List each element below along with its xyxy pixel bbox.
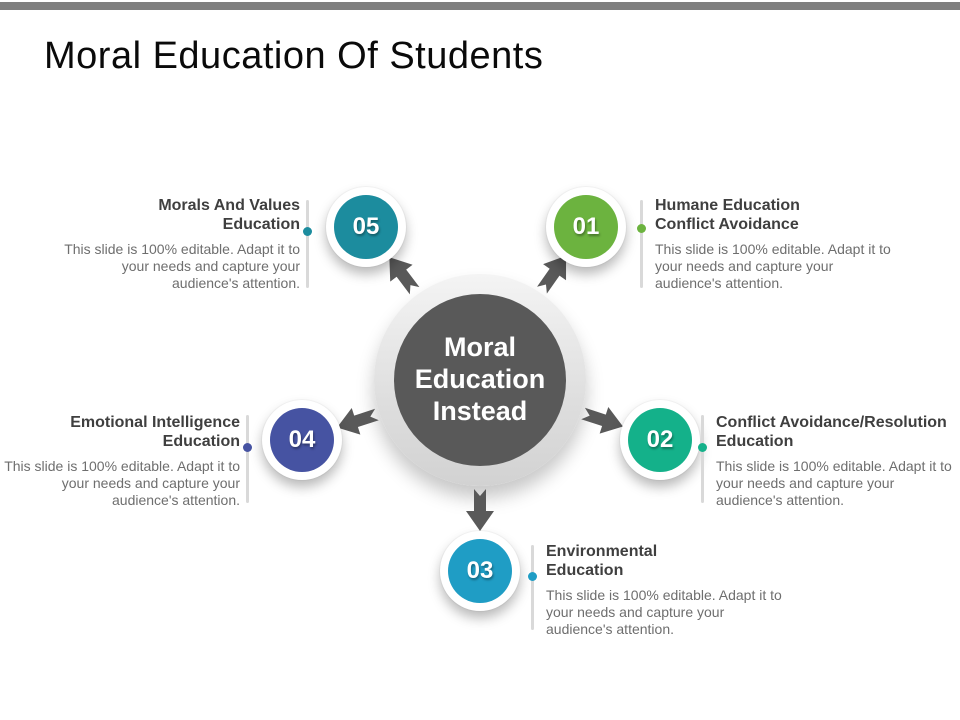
divider-line-03	[531, 545, 534, 630]
item-text-block-03: Environmental Education This slide is 10…	[546, 542, 786, 638]
divider-dot-02	[698, 443, 707, 452]
divider-line-02	[701, 415, 704, 503]
step-circle-02: 02	[620, 400, 700, 480]
divider-dot-04	[243, 443, 252, 452]
divider-line-04	[246, 415, 249, 503]
step-number-01: 01	[554, 195, 618, 259]
item-title-03: Environmental Education	[546, 543, 658, 580]
divider-dot-01	[637, 224, 646, 233]
item-text-block-01: Humane Education Conflict Avoidance This…	[655, 196, 893, 292]
item-title-02: Conflict Avoidance/Resolution Education	[716, 414, 947, 451]
arrow-icon-to-02	[579, 400, 628, 440]
item-description-02: This slide is 100% editable. Adapt it to…	[716, 458, 952, 508]
step-circle-01: 01	[546, 187, 626, 267]
step-number-03: 03	[448, 539, 512, 603]
item-description-01: This slide is 100% editable. Adapt it to…	[655, 241, 891, 291]
center-circle: Moral Education Instead	[374, 274, 586, 486]
step-number-02: 02	[628, 408, 692, 472]
arrow-icon-to-05	[378, 249, 426, 299]
step-number-05: 05	[334, 195, 398, 259]
item-description-04: This slide is 100% editable. Adapt it to…	[4, 458, 240, 508]
item-text-block-04: Emotional Intelligence Education This sl…	[2, 413, 240, 509]
item-text-block-02: Conflict Avoidance/Resolution Education …	[716, 413, 960, 509]
divider-line-01	[640, 200, 643, 288]
item-description-03: This slide is 100% editable. Adapt it to…	[546, 587, 782, 637]
step-number-04: 04	[270, 408, 334, 472]
divider-dot-03	[528, 572, 537, 581]
center-label: Moral Education Instead	[414, 332, 546, 426]
center-circle-fill: Moral Education Instead	[394, 294, 566, 466]
item-description-05: This slide is 100% editable. Adapt it to…	[64, 241, 300, 291]
step-circle-05: 05	[326, 187, 406, 267]
slide-title: Moral Education Of Students	[44, 35, 544, 78]
divider-dot-05	[303, 227, 312, 236]
step-circle-04: 04	[262, 400, 342, 480]
divider-line-05	[306, 200, 309, 288]
item-title-01: Humane Education Conflict Avoidance	[655, 197, 800, 234]
item-text-block-05: Morals And Values Education This slide i…	[60, 196, 300, 292]
arrow-icon-to-04	[333, 401, 382, 441]
item-title-04: Emotional Intelligence Education	[70, 414, 240, 451]
arrow-icon-to-03	[466, 489, 494, 531]
arrow-icon-to-01	[530, 248, 577, 298]
step-circle-03: 03	[440, 531, 520, 611]
top-accent-bar	[0, 2, 960, 10]
item-title-05: Morals And Values Education	[158, 197, 300, 234]
